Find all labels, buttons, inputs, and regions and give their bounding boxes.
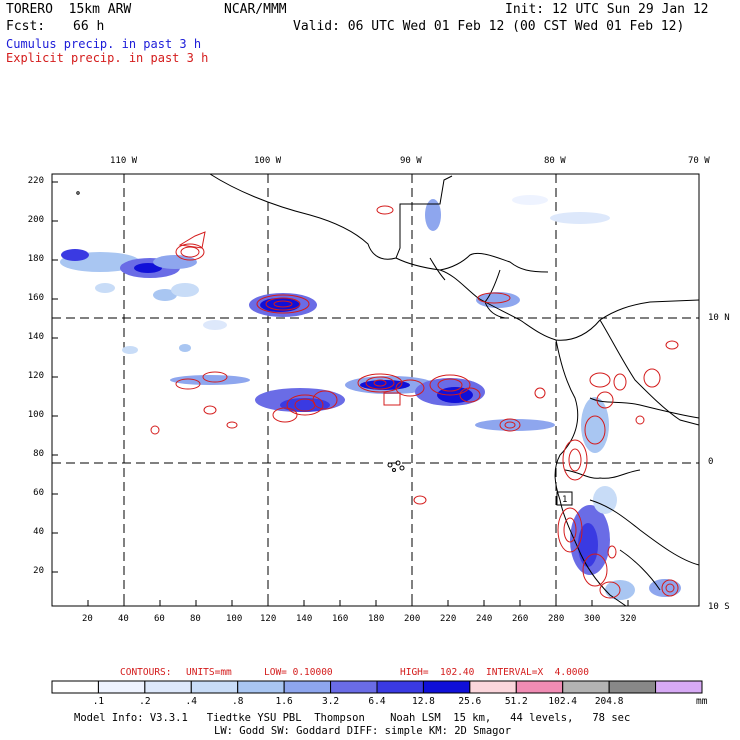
valid-time: Valid: 06 UTC Wed 01 Feb 12 (00 CST Wed … <box>293 19 685 34</box>
lon-label-110w: 110 W <box>110 156 138 166</box>
colorbar-swatch <box>655 680 703 694</box>
x-tick-160: 160 <box>332 614 349 624</box>
coastlines <box>76 173 700 607</box>
x-tick-100: 100 <box>226 614 243 624</box>
forecast-label: Fcst: <box>6 19 46 34</box>
x-tick-320: 320 <box>620 614 637 624</box>
y-tick-100: 100 <box>27 410 44 420</box>
y-tick-220: 220 <box>27 176 44 186</box>
lon-label-70w: 70 W <box>688 156 710 166</box>
lat-label-0: 0 <box>708 457 714 467</box>
colorbar-label: 102.4 <box>548 696 578 707</box>
colorbar-swatch <box>608 680 657 694</box>
colorbar-swatch <box>144 680 192 694</box>
forecast-hours: 66 h <box>73 19 105 34</box>
colorbar-label: .1 <box>92 696 105 707</box>
x-tick-300: 300 <box>584 614 601 624</box>
x-tick-240: 240 <box>476 614 493 624</box>
lon-label-80w: 80 W <box>544 156 566 166</box>
x-tick-140: 140 <box>296 614 313 624</box>
colorbar-label: .8 <box>231 696 244 707</box>
x-tick-80: 80 <box>190 614 201 624</box>
colorbar-label: 6.4 <box>368 696 386 707</box>
model-title: TORERO 15km ARW <box>6 2 132 17</box>
x-tick-60: 60 <box>154 614 165 624</box>
lon-label-90w: 90 W <box>400 156 422 166</box>
colorbar-swatch <box>190 680 239 694</box>
lat-lon-grid <box>52 174 699 606</box>
colorbar-swatch <box>562 680 610 694</box>
contours-low: LOW= 0.10000 <box>264 667 333 678</box>
y-tick-40: 40 <box>33 527 44 537</box>
organization-label: NCAR/MMM <box>224 2 287 17</box>
colorbar-swatch <box>422 680 471 694</box>
x-tick-200: 200 <box>404 614 421 624</box>
x-tick-220: 220 <box>440 614 457 624</box>
contours-units: UNITS=mm <box>186 667 232 678</box>
physics-info-line: LW: Godd SW: Goddard DIFF: simple KM: 2D… <box>214 725 512 737</box>
colorbar-label: .2 <box>139 696 151 707</box>
colorbar-label: 3.2 <box>321 696 340 707</box>
contours-high: HIGH= 102.40 <box>400 667 475 678</box>
y-tick-20: 20 <box>33 566 44 576</box>
x-tick-120: 120 <box>260 614 277 624</box>
colorbar-label: 12.8 <box>411 696 435 707</box>
grid-point-marker <box>383 392 401 406</box>
colorbar-label: 204.8 <box>594 696 624 707</box>
y-tick-180: 180 <box>27 254 44 264</box>
y-tick-200: 200 <box>27 215 44 225</box>
y-tick-160: 160 <box>27 293 44 303</box>
colorbar-label: 1.6 <box>275 696 293 707</box>
grid-point-box-label: 1 <box>562 495 567 505</box>
colorbar-unit: mm <box>696 696 708 707</box>
explicit-precip-contours <box>150 205 679 599</box>
model-info-line: Model Info: V3.3.1 Tiedtke YSU PBL Thomp… <box>74 712 631 724</box>
colorbar-swatch <box>283 680 332 694</box>
cumulus-precip-title: Cumulus precip. in past 3 h <box>6 37 202 51</box>
colorbar-label: .4 <box>185 696 198 707</box>
init-time: Init: 12 UTC Sun 29 Jan 12 <box>505 2 709 17</box>
y-tick-140: 140 <box>27 332 44 342</box>
x-tick-40: 40 <box>118 614 129 624</box>
x-tick-260: 260 <box>512 614 529 624</box>
y-tick-120: 120 <box>27 371 44 381</box>
x-tick-20: 20 <box>82 614 93 624</box>
colorbar-swatch <box>376 680 424 694</box>
colorbar-swatch <box>97 680 146 694</box>
lat-label-10n: 10 N <box>708 313 730 323</box>
x-tick-180: 180 <box>368 614 385 624</box>
y-tick-60: 60 <box>33 488 44 498</box>
x-tick-280: 280 <box>548 614 565 624</box>
lat-label-10s: 10 S <box>708 602 730 612</box>
colorbar-swatch <box>51 680 99 694</box>
colorbar-swatch <box>515 680 564 694</box>
contours-label: CONTOURS: <box>120 667 172 678</box>
colorbar-label: 51.2 <box>504 696 528 707</box>
explicit-precip-title: Explicit precip. in past 3 h <box>6 51 209 65</box>
contours-interval: INTERVAL=X 4.0000 <box>486 667 589 678</box>
colorbar-label: 25.6 <box>458 696 482 707</box>
lon-label-100w: 100 W <box>254 156 282 166</box>
y-tick-80: 80 <box>33 449 44 459</box>
grid-point-box <box>556 491 573 506</box>
colorbar-swatch <box>330 680 378 694</box>
colorbar-swatch <box>237 680 285 694</box>
colorbar-swatch <box>469 680 517 694</box>
